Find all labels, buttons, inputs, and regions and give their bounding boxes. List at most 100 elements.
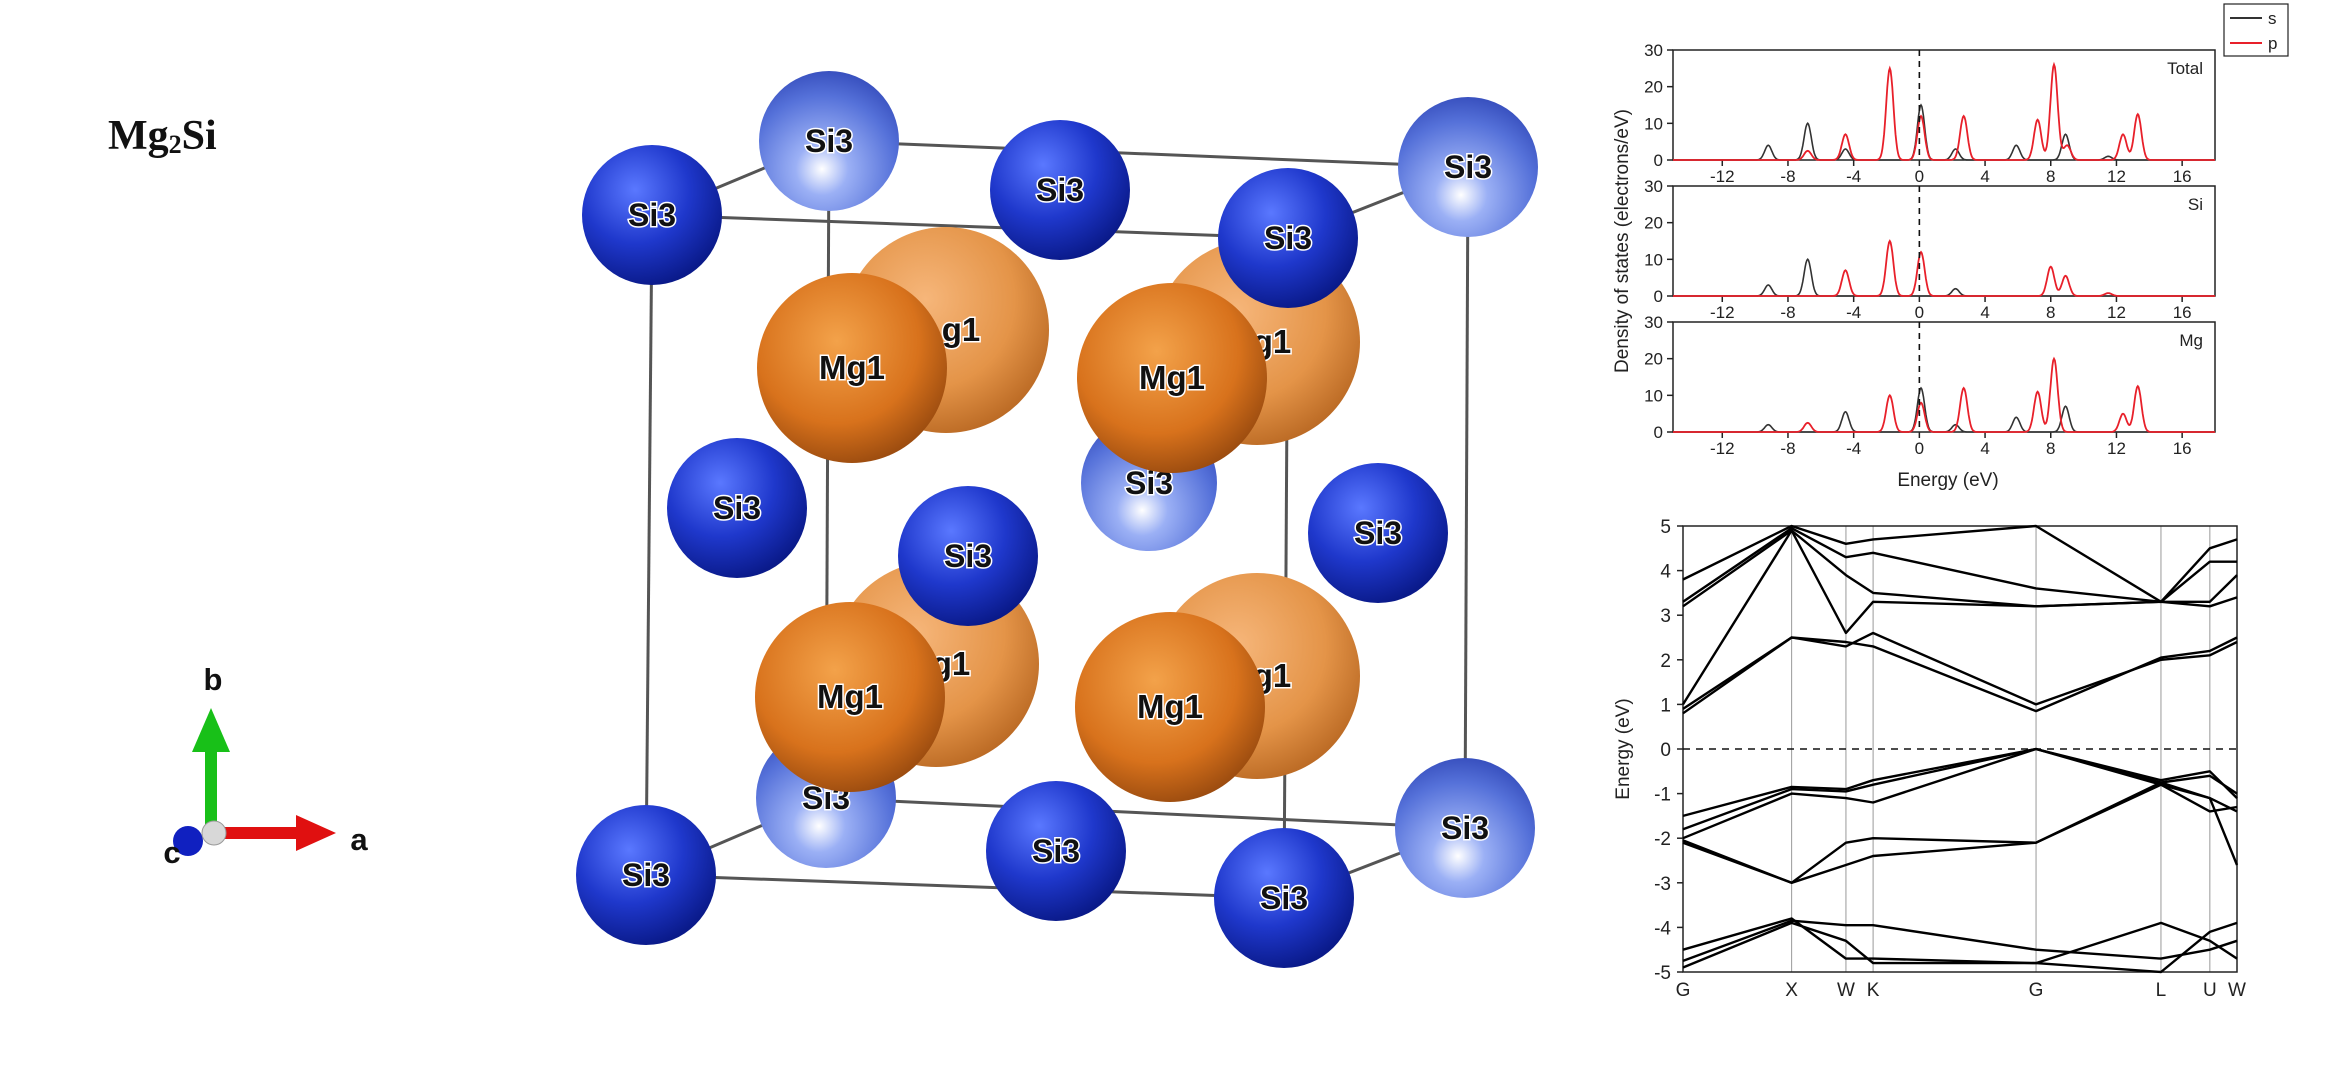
band-ytick-label: 2 xyxy=(1660,651,1671,672)
band-line xyxy=(1682,917,2238,974)
dos-panel-mg: 0 10 20 30 -12 -8 -4 0 4 8 12 16 Mg xyxy=(1644,313,2216,458)
si-atom xyxy=(898,486,1038,626)
si-atom-label: Si3 xyxy=(1036,172,1084,208)
band-ytick-label: 3 xyxy=(1660,606,1671,627)
dos-xtick-label: 4 xyxy=(1980,167,1989,186)
cell-edge xyxy=(828,139,1469,169)
dos-xtick-label: 16 xyxy=(2173,303,2192,322)
dos-xtick-label: -12 xyxy=(1710,303,1735,322)
dos-xtick-label: -12 xyxy=(1710,167,1735,186)
band-ytick-label: 1 xyxy=(1660,695,1671,716)
dos-panel-frame xyxy=(1672,49,2216,161)
si-atom-label: Si3 xyxy=(622,857,670,893)
dos-ytick-label: 10 xyxy=(1644,114,1663,133)
axis-origin xyxy=(201,820,227,846)
dos-series-p xyxy=(1673,356,2215,433)
dos-xtick-label: -12 xyxy=(1710,439,1735,458)
dos-xtick-label: 8 xyxy=(2046,167,2055,186)
dos-xtick-label: 0 xyxy=(1915,303,1924,322)
si-atom-label: Si3 xyxy=(1444,149,1492,185)
dos-xtick-label: -8 xyxy=(1780,303,1795,322)
dos-series-p xyxy=(1673,61,2215,161)
mg-atom-label: Mg1 xyxy=(817,678,883,715)
band-ytick-label: 0 xyxy=(1660,740,1671,761)
band-line xyxy=(1682,781,2239,884)
crystal-axes: b a c xyxy=(163,662,368,870)
dos-panel-total: 0 10 20 30 -12 -8 -4 0 4 8 12 16 Total xyxy=(1644,41,2216,186)
dos-xtick-label: -8 xyxy=(1780,439,1795,458)
dos-series-s xyxy=(1673,258,2215,297)
band-line xyxy=(1682,747,2238,831)
si-atom xyxy=(986,781,1126,921)
dos-panel-si: 0 10 20 30 -12 -8 -4 0 4 8 12 16 Si xyxy=(1644,177,2216,322)
dos-ytick-label: 20 xyxy=(1644,214,1663,233)
dos-xtick-label: 12 xyxy=(2107,303,2126,322)
band-line xyxy=(1682,747,2238,840)
dos-xlabel: Energy (eV) xyxy=(1897,470,1998,491)
axis-b-arrowhead xyxy=(192,708,230,752)
mg-atom xyxy=(1077,283,1267,473)
dos-ylabel: Density of states (electrons/eV) xyxy=(1612,109,1633,373)
si-atom xyxy=(759,71,899,211)
band-kpoint-label: L xyxy=(2156,980,2167,1001)
dos-panel-frame xyxy=(1672,185,2216,297)
dos-xtick-label: 8 xyxy=(2046,439,2055,458)
band-ylabel: Energy (eV) xyxy=(1613,698,1634,799)
si-atom xyxy=(1398,97,1538,237)
band-kpoint-label: U xyxy=(2203,980,2217,1001)
dos-ytick-label: 0 xyxy=(1654,151,1663,170)
dos-xtick-label: 8 xyxy=(2046,303,2055,322)
si-atom xyxy=(990,120,1130,260)
dos-xtick-label: 4 xyxy=(1980,439,1989,458)
band-ytick-label: -1 xyxy=(1654,785,1671,806)
si-atom-label: Si3 xyxy=(1441,810,1489,846)
dos-xtick-label: 4 xyxy=(1980,303,1989,322)
mg-atom-label: g1 xyxy=(942,311,981,348)
dos-panel-label: Total xyxy=(2167,59,2203,78)
si-atom-label: Si3 xyxy=(713,490,761,526)
si-atom-label: Si3 xyxy=(1032,833,1080,869)
dos-legend-label: s xyxy=(2268,9,2277,28)
dos-chart: 0 10 20 30 -12 -8 -4 0 4 8 12 16 Total 0 10 20 30 -12 -8 -4… xyxy=(1612,3,2289,491)
band-kpoint-label: X xyxy=(1785,980,1798,1001)
dos-panel-frame xyxy=(1672,321,2216,433)
band-ytick-label: 5 xyxy=(1660,517,1671,538)
dos-xtick-label: 16 xyxy=(2173,439,2192,458)
dos-xtick-label: -8 xyxy=(1780,167,1795,186)
dos-xtick-label: -4 xyxy=(1846,303,1861,322)
formula-subscript: 2 xyxy=(168,130,182,159)
dos-ytick-label: 10 xyxy=(1644,250,1663,269)
band-ytick-label: -2 xyxy=(1654,829,1671,850)
cell-edge xyxy=(1463,166,1470,829)
si-atom-label: Si3 xyxy=(944,538,992,574)
formula-tail: Si xyxy=(181,113,217,159)
band-line xyxy=(1682,631,2238,710)
dos-xtick-label: -4 xyxy=(1846,439,1861,458)
dos-ytick-label: 0 xyxy=(1654,423,1663,442)
band-ytick-label: -5 xyxy=(1654,963,1671,984)
band-ytick-label: 4 xyxy=(1660,562,1671,583)
axis-a-shaft xyxy=(218,827,300,839)
cell-edge xyxy=(825,796,1466,830)
dos-ytick-label: 0 xyxy=(1654,287,1663,306)
formula-title: Mg2Si xyxy=(108,112,217,160)
axis-a-arrowhead xyxy=(296,815,336,851)
band-kpoint-label: W xyxy=(1837,980,1855,1001)
dos-panel-label: Mg xyxy=(2179,331,2203,350)
band-kpoint-label: G xyxy=(1676,980,1691,1001)
dos-xtick-label: 0 xyxy=(1915,439,1924,458)
si-atom xyxy=(1218,168,1358,308)
si-atom xyxy=(667,438,807,578)
dos-ytick-label: 30 xyxy=(1644,313,1663,332)
si-atom-label: Si3 xyxy=(1264,220,1312,256)
cell-edge xyxy=(651,213,1289,240)
band-line xyxy=(1682,527,2237,603)
axis-c-marker xyxy=(173,826,203,856)
dos-legend-box xyxy=(2223,3,2289,57)
mg-atom xyxy=(1075,612,1265,802)
band-line xyxy=(1682,524,2238,603)
dos-legend: sp xyxy=(2223,3,2289,57)
band-kpoint-label: W xyxy=(2228,980,2246,1001)
